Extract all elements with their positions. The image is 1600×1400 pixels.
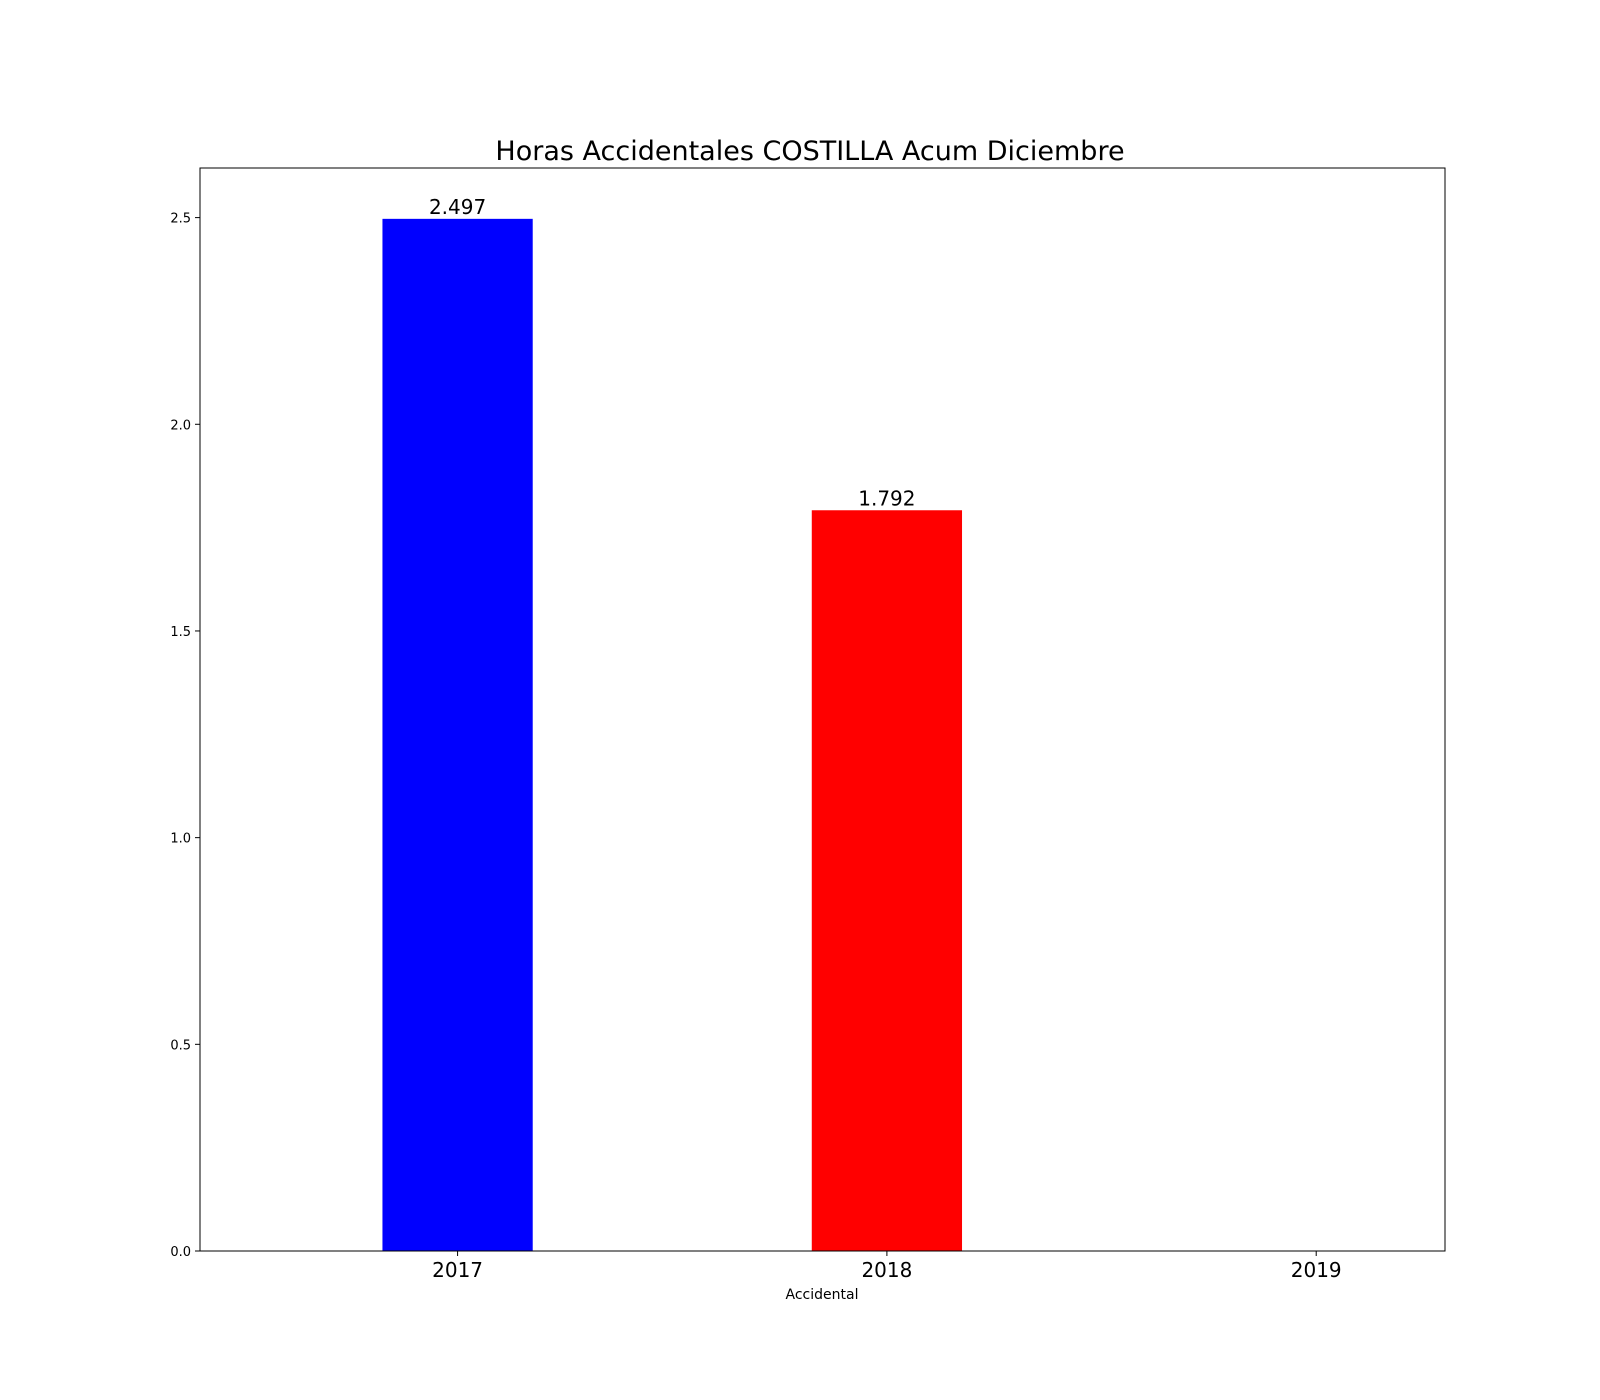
value-label-2017: 2.497 xyxy=(429,195,486,219)
y-tick-label: 2.5 xyxy=(170,212,191,227)
y-tick-label: 2.0 xyxy=(170,418,191,433)
y-axis: 0.0 0.5 1.0 1.5 2.0 2.5 xyxy=(170,212,200,1260)
value-label-2018: 1.792 xyxy=(858,486,915,510)
chart-title: Horas Accidentales COSTILLA Acum Diciemb… xyxy=(495,136,1124,167)
bar-2017 xyxy=(382,218,533,1251)
bars-group xyxy=(382,218,963,1251)
y-tick-label: 1.0 xyxy=(170,832,191,847)
y-tick-label: 0.0 xyxy=(170,1245,191,1260)
x-tick-label-2019: 2019 xyxy=(1291,1258,1342,1282)
bar-2018 xyxy=(811,510,963,1251)
x-axis-label: Accidental xyxy=(786,1287,859,1303)
x-axis: 2017 2018 2019 xyxy=(432,1251,1342,1282)
y-tick-label: 1.5 xyxy=(170,625,191,640)
value-labels-group: 2.497 1.792 xyxy=(429,195,916,510)
x-tick-label-2017: 2017 xyxy=(432,1258,483,1282)
x-tick-label-2018: 2018 xyxy=(861,1258,912,1282)
plot-area-frame xyxy=(199,167,1446,1252)
y-tick-label: 0.5 xyxy=(170,1038,191,1053)
